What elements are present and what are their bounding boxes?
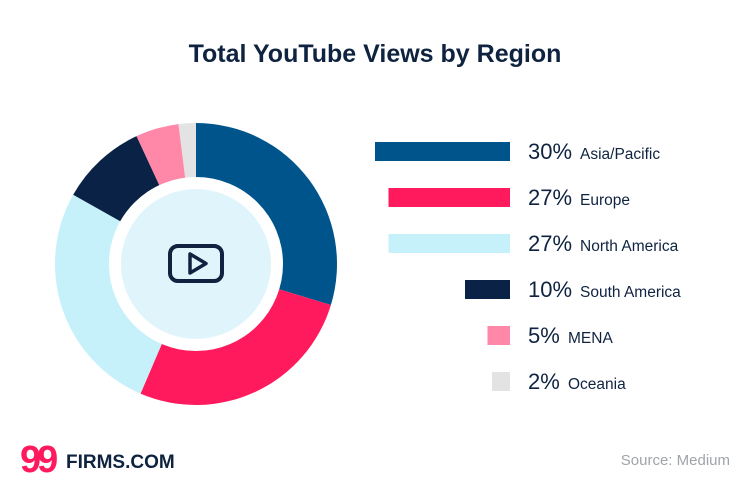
legend-bar-oceania: [492, 372, 510, 391]
logo-text: FIRMS.COM: [66, 452, 175, 473]
brand-logo: 99 FIRMS.COM: [20, 440, 175, 480]
legend-label-mena: MENA: [568, 330, 613, 347]
legend-label-south-america: South America: [580, 284, 681, 301]
legend-percent-europe: 27%: [528, 185, 572, 210]
legend-percent-north-america: 27%: [528, 231, 572, 256]
donut-chart: [54, 123, 337, 405]
legend-label-europe: Europe: [580, 192, 630, 209]
legend-percent-asia-pacific: 30%: [528, 139, 572, 164]
chart-title: Total YouTube Views by Region: [188, 40, 562, 68]
source-note: Source: Medium: [620, 452, 730, 469]
legend-label-north-america: North America: [580, 238, 679, 255]
logo-number: 99: [20, 440, 57, 480]
legend-percent-south-america: 10%: [528, 277, 572, 302]
legend-percent-oceania: 2%: [528, 369, 560, 394]
legend-bar-europe: [388, 188, 510, 207]
legend-percent-mena: 5%: [528, 323, 560, 348]
legend-label-asia-pacific: Asia/Pacific: [580, 146, 660, 163]
legend-bars: 30% Asia/Pacific 27% Europe 27% North America…: [375, 139, 681, 394]
youtube-play-icon: [168, 244, 224, 283]
legend-bar-south-america: [465, 280, 510, 299]
donut-center: [121, 189, 271, 339]
legend-label-oceania: Oceania: [568, 376, 626, 393]
legend-bar-north-america: [388, 234, 510, 253]
legend-bar-asia-pacific: [375, 142, 510, 161]
legend-bar-mena: [487, 326, 510, 345]
